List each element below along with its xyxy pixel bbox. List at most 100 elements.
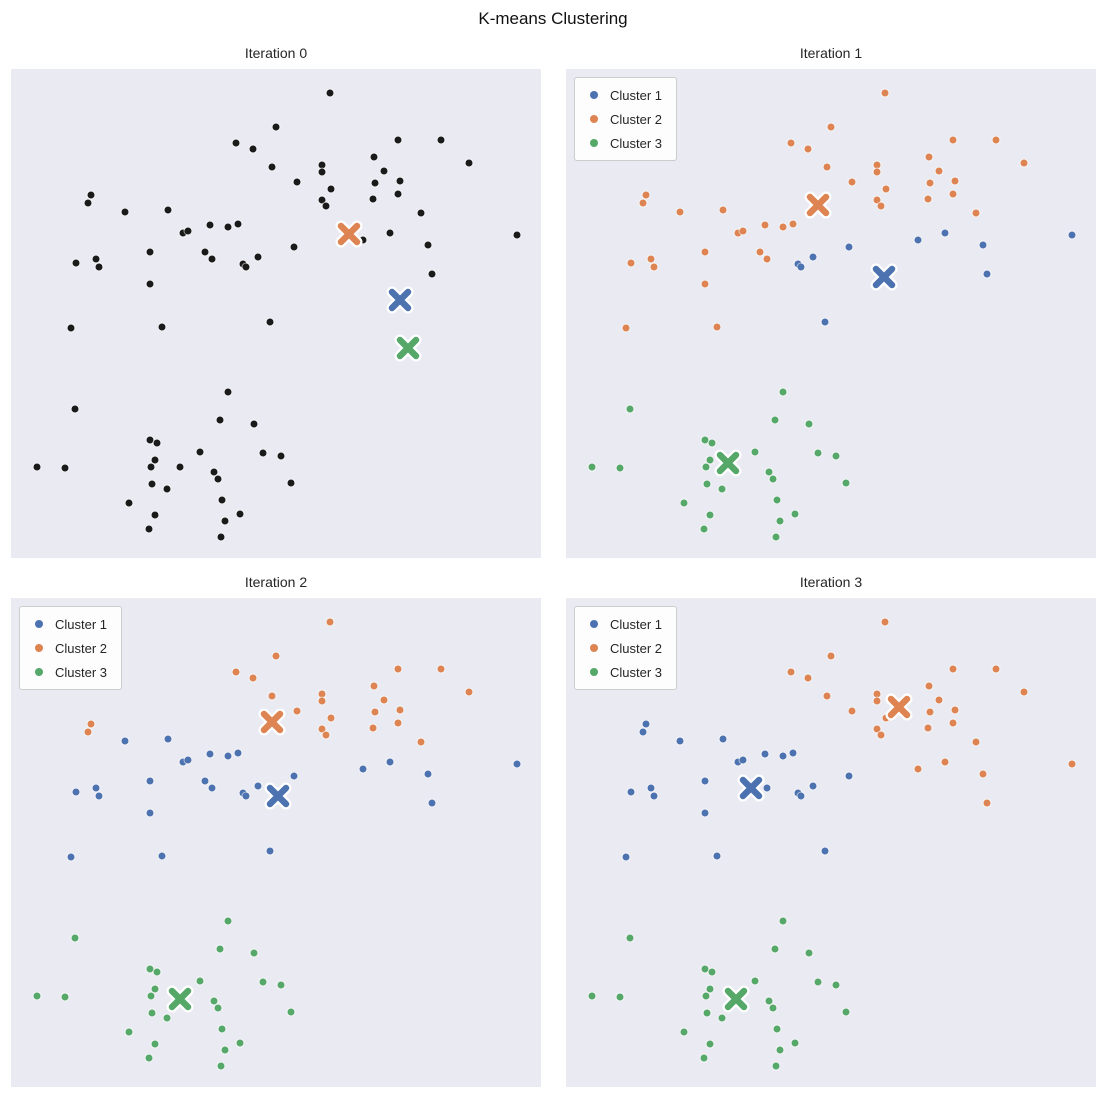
data-point [268, 692, 276, 700]
panel-title-iteration-1: Iteration 1 [799, 45, 863, 61]
data-point [277, 452, 285, 460]
data-point [772, 1062, 780, 1070]
data-point [700, 1054, 708, 1062]
data-point [513, 231, 521, 239]
data-point [259, 449, 267, 457]
data-point [763, 784, 771, 792]
data-point [842, 1008, 850, 1016]
data-point [417, 738, 425, 746]
data-point [972, 209, 980, 217]
data-point [914, 765, 922, 773]
data-point [146, 777, 154, 785]
data-point [809, 253, 817, 261]
data-point [206, 750, 214, 758]
data-point [513, 760, 521, 768]
legend-item-cluster-3: Cluster 3 [29, 660, 107, 684]
data-point [701, 965, 709, 973]
data-point [145, 525, 153, 533]
data-point [92, 255, 100, 263]
data-point [650, 263, 658, 271]
data-point [249, 674, 257, 682]
data-point [322, 202, 330, 210]
data-point [779, 752, 787, 760]
data-point [588, 992, 596, 1000]
data-point [639, 199, 647, 207]
data-point [72, 259, 80, 267]
data-point [650, 792, 658, 800]
data-point [236, 1039, 244, 1047]
data-point [224, 223, 232, 231]
data-point [87, 720, 95, 728]
data-point [926, 179, 934, 187]
legend-dot-cluster-2-icon [590, 115, 598, 123]
data-point [789, 220, 797, 228]
data-point [326, 618, 334, 626]
centroid-cluster3-icon [394, 334, 422, 362]
data-point [216, 945, 224, 953]
data-point [881, 89, 889, 97]
data-point [224, 752, 232, 760]
data-point [873, 725, 881, 733]
data-point [992, 136, 1000, 144]
data-point [718, 485, 726, 493]
data-point [84, 728, 92, 736]
data-point [121, 208, 129, 216]
data-point [221, 1046, 229, 1054]
data-point [951, 706, 959, 714]
data-point [164, 735, 172, 743]
data-point [873, 196, 881, 204]
data-point [234, 749, 242, 757]
data-point [873, 690, 881, 698]
centroid-cluster1-icon [386, 286, 414, 314]
legend-dot-cluster-2-icon [35, 644, 43, 652]
data-point [647, 255, 655, 263]
data-point [877, 731, 885, 739]
data-point [176, 463, 184, 471]
data-point [642, 720, 650, 728]
data-point [703, 1009, 711, 1017]
data-point [626, 405, 634, 413]
data-point [386, 229, 394, 237]
data-point [121, 737, 129, 745]
data-point [206, 221, 214, 229]
data-point [761, 750, 769, 758]
data-point [701, 280, 709, 288]
data-point [164, 206, 172, 214]
data-point [396, 177, 404, 185]
legend-dot-cluster-3-icon [590, 668, 598, 676]
data-point [979, 770, 987, 778]
data-point [676, 208, 684, 216]
data-point [845, 243, 853, 251]
data-point [914, 236, 922, 244]
data-point [882, 185, 890, 193]
data-point [370, 153, 378, 161]
data-point [827, 123, 835, 131]
data-point [718, 1014, 726, 1022]
data-point [719, 735, 727, 743]
data-point [765, 468, 773, 476]
data-point [926, 708, 934, 716]
data-point [734, 229, 742, 237]
data-point [369, 724, 377, 732]
data-point [949, 665, 957, 673]
data-point [148, 480, 156, 488]
data-point [791, 510, 799, 518]
data-point [972, 738, 980, 746]
data-point [983, 799, 991, 807]
legend-label: Cluster 2 [610, 111, 663, 127]
data-point [394, 719, 402, 727]
legend-label: Cluster 2 [610, 640, 663, 656]
data-point [771, 416, 779, 424]
data-point [201, 248, 209, 256]
data-point [739, 227, 747, 235]
data-point [232, 139, 240, 147]
data-point [627, 788, 635, 796]
data-point [437, 665, 445, 673]
centroid-cluster2-icon [258, 708, 286, 736]
panel-iteration-1: Iteration 1 Cluster 1 Cluster 2 Cluster 3 [566, 41, 1096, 558]
data-point [277, 981, 285, 989]
data-point [979, 241, 987, 249]
legend-dot-cluster-1-icon [590, 91, 598, 99]
data-point [95, 792, 103, 800]
data-point [71, 405, 79, 413]
